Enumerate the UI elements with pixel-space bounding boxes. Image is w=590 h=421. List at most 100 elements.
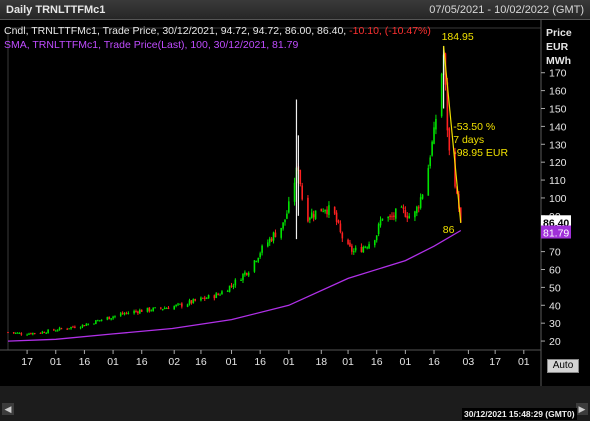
candle-body: [12, 332, 15, 334]
candle-body: [333, 206, 336, 214]
candle-body: [433, 127, 435, 144]
y-tick-label: 60: [549, 265, 561, 277]
candle-body: [391, 216, 393, 218]
candle-body: [431, 141, 433, 156]
last-candle-body: [459, 207, 462, 223]
candle-body: [135, 311, 137, 313]
candle-body: [326, 209, 328, 215]
candle-body: [320, 208, 323, 212]
candle-body: [448, 128, 451, 151]
x-tick-label: 01: [226, 356, 238, 368]
candle-body: [123, 313, 126, 315]
candle-body: [261, 245, 263, 253]
y-tick-label: 50: [549, 282, 561, 294]
y-tick-label: 40: [549, 300, 561, 312]
candle-body: [215, 293, 218, 298]
candle-body: [259, 253, 261, 258]
candle-body: [45, 332, 48, 334]
candle-body: [85, 324, 88, 326]
candle-body: [79, 327, 82, 329]
change-annotation-line: -98.95 EUR: [453, 147, 508, 159]
scroll-right-icon[interactable]: ▶: [576, 403, 588, 415]
candle-body: [106, 317, 109, 320]
sma-line: [7, 229, 462, 342]
candle-body: [152, 307, 154, 311]
scroll-left-icon[interactable]: ◀: [2, 403, 14, 415]
y-tick-label: 140: [549, 121, 567, 133]
candle-body: [181, 303, 183, 307]
candle-body: [60, 328, 63, 330]
candle-body: [114, 315, 116, 317]
candle-body: [26, 334, 28, 336]
candle-body: [234, 279, 237, 286]
candle-body: [293, 182, 296, 202]
candle-body: [232, 285, 235, 287]
price-axis-unit: Price EUR MWh: [546, 26, 572, 68]
candle-body: [270, 238, 273, 242]
candle-body: [268, 238, 271, 243]
candle-body: [186, 304, 189, 307]
candle-body: [301, 185, 304, 200]
candle-body: [389, 215, 391, 218]
candle-body: [349, 242, 351, 247]
sma-value-label: 81.79: [543, 228, 569, 240]
candle-body: [341, 232, 344, 239]
y-tick-label: 100: [549, 193, 567, 205]
candle-body: [154, 307, 156, 309]
candle-body: [284, 219, 286, 223]
candle-body: [190, 300, 193, 304]
price-chart[interactable]: 2030405060708090100110120130140150160170…: [0, 20, 590, 386]
candle-body: [360, 246, 363, 253]
candle-body: [54, 330, 57, 332]
candle-body: [213, 295, 216, 299]
candle-body: [98, 320, 101, 322]
candle-body: [39, 332, 42, 334]
auto-scale-button[interactable]: Auto: [547, 359, 579, 373]
sma-legend: SMA, TRNLTTFMc1, Trade Price(Last), 100,…: [4, 39, 299, 51]
candle-body: [177, 303, 179, 305]
candle-body: [240, 280, 242, 282]
candle-body: [456, 186, 458, 194]
x-tick-label: 01: [518, 356, 530, 368]
candle-body: [140, 309, 143, 312]
candle-body: [362, 246, 365, 253]
y-tick-label: 120: [549, 157, 567, 169]
candle-body: [200, 297, 202, 301]
x-tick-label: 16: [428, 356, 440, 368]
candle-body: [375, 235, 378, 241]
candle-body: [194, 298, 197, 301]
date-range: 07/05/2021 - 10/02/2022 (GMT): [429, 4, 584, 16]
candle-body: [127, 313, 130, 315]
x-tick-label: 17: [21, 356, 33, 368]
candle-body: [74, 326, 76, 328]
candle-body: [228, 285, 231, 292]
x-tick-label: 17: [489, 356, 501, 368]
candle-body: [93, 323, 95, 325]
candle-body: [188, 300, 191, 305]
candle-body: [309, 217, 311, 220]
x-tick-label: 03: [463, 356, 475, 368]
candle-body: [379, 220, 382, 226]
axis-unit-currency: EUR: [546, 41, 569, 53]
candle-body: [148, 307, 151, 312]
candle-body: [108, 316, 111, 320]
candle-body: [328, 205, 330, 215]
last-price-box: [541, 215, 571, 229]
candle-body: [272, 232, 275, 241]
y-tick-label: 150: [549, 104, 567, 116]
candle-body: [41, 331, 44, 334]
candle-body: [112, 316, 114, 319]
candle-body: [96, 320, 99, 322]
candle-body: [440, 74, 443, 117]
candle-body: [414, 211, 416, 218]
chart-title-bar: Daily TRNLTTFMc1 07/05/2021 - 10/02/2022…: [0, 0, 590, 20]
candle-body: [307, 197, 309, 222]
candle-body: [32, 332, 34, 335]
candle-body: [205, 298, 208, 300]
candle-body: [299, 170, 302, 184]
candle-body: [280, 227, 282, 238]
candle-body: [192, 299, 195, 304]
candle-body: [282, 222, 284, 229]
candle-body: [351, 245, 353, 252]
candle-body: [95, 320, 97, 325]
